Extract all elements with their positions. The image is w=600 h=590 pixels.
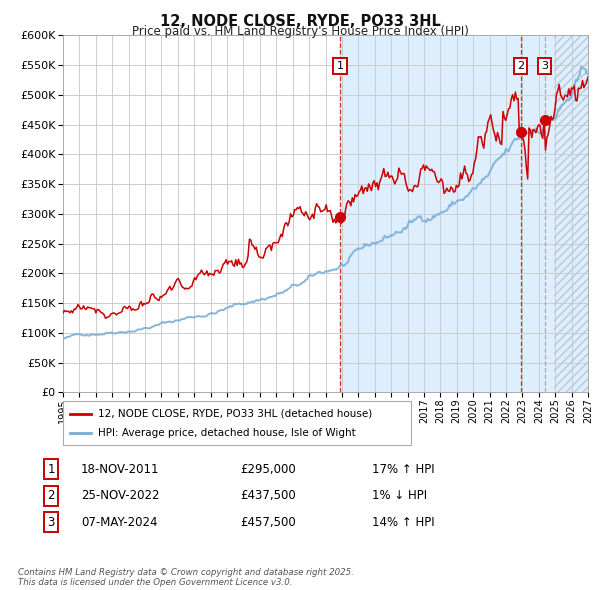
FancyBboxPatch shape bbox=[63, 401, 411, 445]
Text: £295,000: £295,000 bbox=[240, 463, 296, 476]
Text: 3: 3 bbox=[541, 61, 548, 71]
Text: 1% ↓ HPI: 1% ↓ HPI bbox=[372, 489, 427, 502]
Bar bbox=[340, 35, 588, 392]
Text: HPI: Average price, detached house, Isle of Wight: HPI: Average price, detached house, Isle… bbox=[98, 428, 356, 438]
Text: 14% ↑ HPI: 14% ↑ HPI bbox=[372, 516, 434, 529]
Text: 2: 2 bbox=[517, 61, 524, 71]
Text: 12, NODE CLOSE, RYDE, PO33 3HL: 12, NODE CLOSE, RYDE, PO33 3HL bbox=[160, 14, 440, 28]
Text: Price paid vs. HM Land Registry's House Price Index (HPI): Price paid vs. HM Land Registry's House … bbox=[131, 25, 469, 38]
Text: 17% ↑ HPI: 17% ↑ HPI bbox=[372, 463, 434, 476]
Bar bbox=[554, 35, 588, 392]
Text: £457,500: £457,500 bbox=[240, 516, 296, 529]
Text: 25-NOV-2022: 25-NOV-2022 bbox=[81, 489, 160, 502]
Text: 18-NOV-2011: 18-NOV-2011 bbox=[81, 463, 160, 476]
Text: 12, NODE CLOSE, RYDE, PO33 3HL (detached house): 12, NODE CLOSE, RYDE, PO33 3HL (detached… bbox=[98, 409, 372, 418]
Text: 07-MAY-2024: 07-MAY-2024 bbox=[81, 516, 157, 529]
Text: 2: 2 bbox=[47, 489, 55, 502]
Text: 1: 1 bbox=[47, 463, 55, 476]
Text: Contains HM Land Registry data © Crown copyright and database right 2025.
This d: Contains HM Land Registry data © Crown c… bbox=[18, 568, 354, 587]
Text: 1: 1 bbox=[337, 61, 344, 71]
Text: £437,500: £437,500 bbox=[240, 489, 296, 502]
Text: 3: 3 bbox=[47, 516, 55, 529]
